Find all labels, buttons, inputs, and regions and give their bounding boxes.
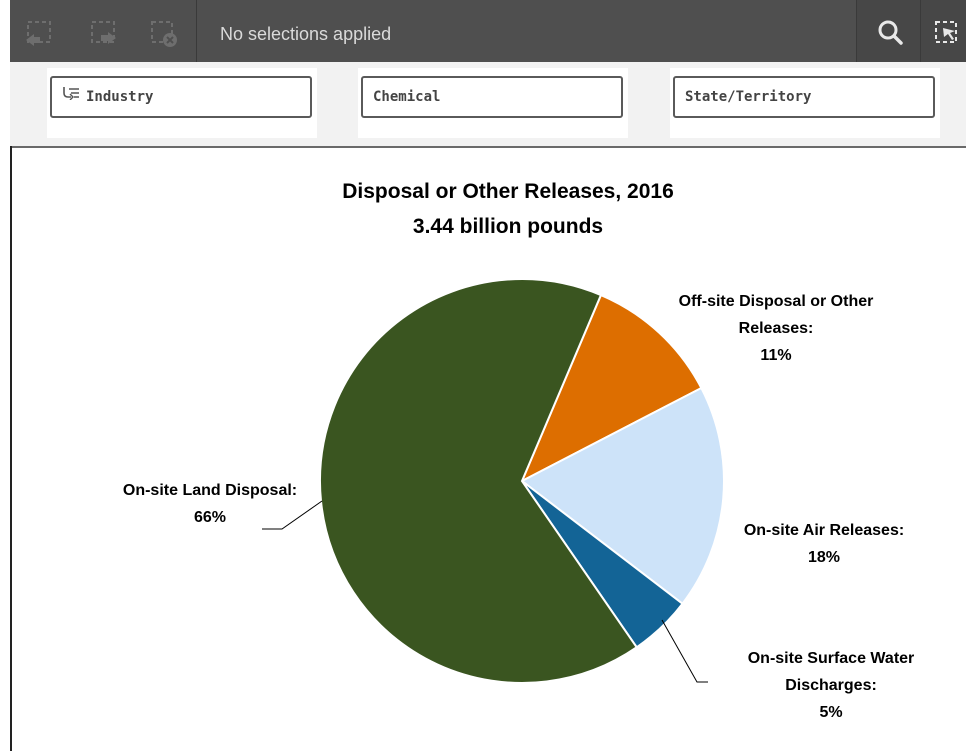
- selections-toolbar: No selections applied: [10, 0, 966, 62]
- toolbar-right-group: [856, 0, 966, 62]
- industry-filter[interactable]: Industry: [50, 76, 312, 118]
- search-icon[interactable]: [868, 0, 912, 62]
- selections-tool-icon[interactable]: [926, 0, 966, 62]
- slice-label-on-site-land-disposal: On-site Land Disposal: 66%: [123, 482, 297, 526]
- leader-line-on-site-surface-water-discharges: [661, 619, 708, 683]
- industry-filter-label: Industry: [86, 89, 154, 105]
- chemical-filter-label: Chemical: [373, 89, 441, 105]
- slice-labels: Off-site Disposal or Other Releases: 11% On…: [123, 293, 914, 721]
- filter-panel-state: State/Territory: [670, 68, 940, 138]
- filter-panel-industry: Industry: [47, 68, 317, 138]
- slice-category-label: On-site Surface Water: [748, 650, 915, 667]
- pie-slice-off-site-disposal-or-other-releases[interactable]: [519, 293, 703, 484]
- slice-percent-label: 5%: [819, 704, 842, 721]
- clear-selections-icon[interactable]: [140, 0, 184, 62]
- filter-bar: Industry Chemical State/Territory: [10, 62, 966, 148]
- slice-percent-label: 11%: [760, 347, 791, 364]
- state-territory-filter[interactable]: State/Territory: [673, 76, 935, 118]
- chart-title: Disposal or Other Releases, 2016: [342, 180, 674, 203]
- chemical-filter[interactable]: Chemical: [361, 76, 623, 118]
- leader-line-on-site-land-disposal: [262, 500, 323, 530]
- slice-label-on-site-surface-water-discharges: On-site Surface Water Discharges: 5%: [748, 650, 915, 721]
- slice-category-label: Releases:: [739, 320, 814, 337]
- selection-status: No selections applied: [220, 24, 392, 44]
- chart-subtitle: 3.44 billion pounds: [413, 215, 603, 238]
- slice-percent-label: 18%: [808, 549, 840, 566]
- slice-category-label: Discharges:: [785, 677, 877, 694]
- slice-category-label: On-site Air Releases:: [744, 522, 904, 539]
- slice-percent-label: 66%: [194, 509, 226, 526]
- drill-down-icon: [62, 77, 80, 115]
- filter-panel-chemical: Chemical: [358, 68, 628, 138]
- leader-lines: [262, 500, 708, 683]
- slice-label-on-site-air-releases: On-site Air Releases: 18%: [744, 522, 904, 566]
- step-back-icon[interactable]: [16, 0, 60, 62]
- slice-category-label: On-site Land Disposal:: [123, 482, 297, 499]
- frame-border: [10, 146, 12, 751]
- toolbar-divider: [920, 0, 921, 62]
- state-territory-filter-label: State/Territory: [685, 89, 812, 105]
- slice-label-off-site-disposal-or-other-releases: Off-site Disposal or Other Releases: 11%: [679, 293, 874, 364]
- toolbar-divider: [196, 0, 197, 62]
- step-forward-icon[interactable]: [80, 0, 124, 62]
- slice-category-label: Off-site Disposal or Other: [679, 293, 874, 310]
- pie-slices: [319, 278, 725, 684]
- toolbar-divider: [856, 0, 857, 62]
- pie-slice-on-site-air-releases[interactable]: [520, 386, 725, 606]
